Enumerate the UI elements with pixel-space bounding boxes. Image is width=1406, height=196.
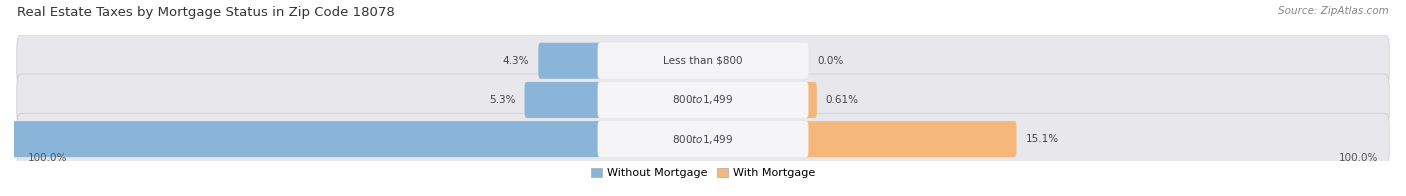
Text: $800 to $1,499: $800 to $1,499 xyxy=(672,93,734,106)
Text: Less than $800: Less than $800 xyxy=(664,56,742,66)
FancyBboxPatch shape xyxy=(598,82,808,118)
FancyBboxPatch shape xyxy=(17,35,1389,87)
FancyBboxPatch shape xyxy=(524,82,602,118)
FancyBboxPatch shape xyxy=(538,43,602,79)
FancyBboxPatch shape xyxy=(598,43,808,79)
FancyBboxPatch shape xyxy=(17,74,1389,126)
Text: $800 to $1,499: $800 to $1,499 xyxy=(672,133,734,146)
FancyBboxPatch shape xyxy=(598,121,808,157)
Text: Real Estate Taxes by Mortgage Status in Zip Code 18078: Real Estate Taxes by Mortgage Status in … xyxy=(17,6,395,19)
FancyBboxPatch shape xyxy=(17,113,1389,165)
Text: 5.3%: 5.3% xyxy=(489,95,516,105)
Text: 15.1%: 15.1% xyxy=(1025,134,1059,144)
Text: 100.0%: 100.0% xyxy=(28,152,67,163)
Legend: Without Mortgage, With Mortgage: Without Mortgage, With Mortgage xyxy=(586,164,820,183)
Text: 0.61%: 0.61% xyxy=(825,95,859,105)
FancyBboxPatch shape xyxy=(804,82,817,118)
Text: Source: ZipAtlas.com: Source: ZipAtlas.com xyxy=(1278,6,1389,16)
FancyBboxPatch shape xyxy=(804,121,1017,157)
Text: 4.3%: 4.3% xyxy=(503,56,530,66)
Text: 100.0%: 100.0% xyxy=(1339,152,1378,163)
Text: 0.0%: 0.0% xyxy=(817,56,844,66)
FancyBboxPatch shape xyxy=(0,121,602,157)
